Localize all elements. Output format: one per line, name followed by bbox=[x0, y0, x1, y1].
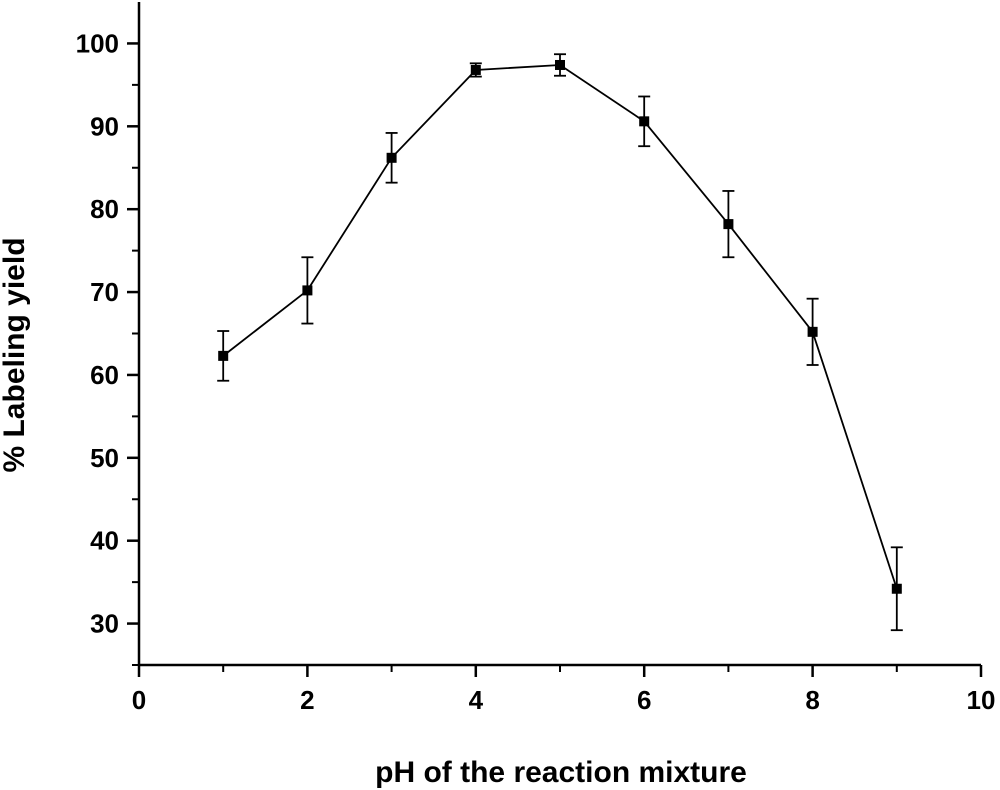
x-tick-label: 4 bbox=[469, 685, 484, 715]
series-line bbox=[222, 64, 898, 590]
data-point bbox=[891, 583, 902, 594]
data-point bbox=[807, 326, 818, 337]
x-tick-label: 10 bbox=[967, 685, 996, 715]
y-tick-label: 90 bbox=[90, 111, 119, 141]
x-tick-label: 8 bbox=[805, 685, 819, 715]
y-tick-label: 100 bbox=[76, 28, 119, 58]
data-point bbox=[639, 116, 650, 127]
axes: 0 2 4 6 8 10 30 40 50 60 70 80 90 100 bbox=[76, 2, 996, 715]
data-point bbox=[302, 285, 313, 296]
data-point bbox=[470, 64, 481, 75]
data-point bbox=[386, 152, 397, 163]
y-tick-label: 70 bbox=[90, 277, 119, 307]
data-point bbox=[218, 350, 229, 361]
series-layer bbox=[217, 53, 903, 632]
y-tick-label: 80 bbox=[90, 194, 119, 224]
x-tick-label: 6 bbox=[637, 685, 651, 715]
y-axis-title: % Labeling yield bbox=[0, 237, 31, 472]
x-tick-label: 2 bbox=[300, 685, 314, 715]
y-tick-label: 60 bbox=[90, 360, 119, 390]
x-axis-title: pH of the reaction mixture bbox=[375, 756, 747, 789]
x-tick-label: 0 bbox=[132, 685, 146, 715]
data-point bbox=[723, 219, 734, 230]
y-tick-label: 50 bbox=[90, 443, 119, 473]
data-point bbox=[555, 59, 565, 70]
y-tick-label: 40 bbox=[90, 526, 119, 556]
y-tick-label: 30 bbox=[90, 609, 119, 639]
